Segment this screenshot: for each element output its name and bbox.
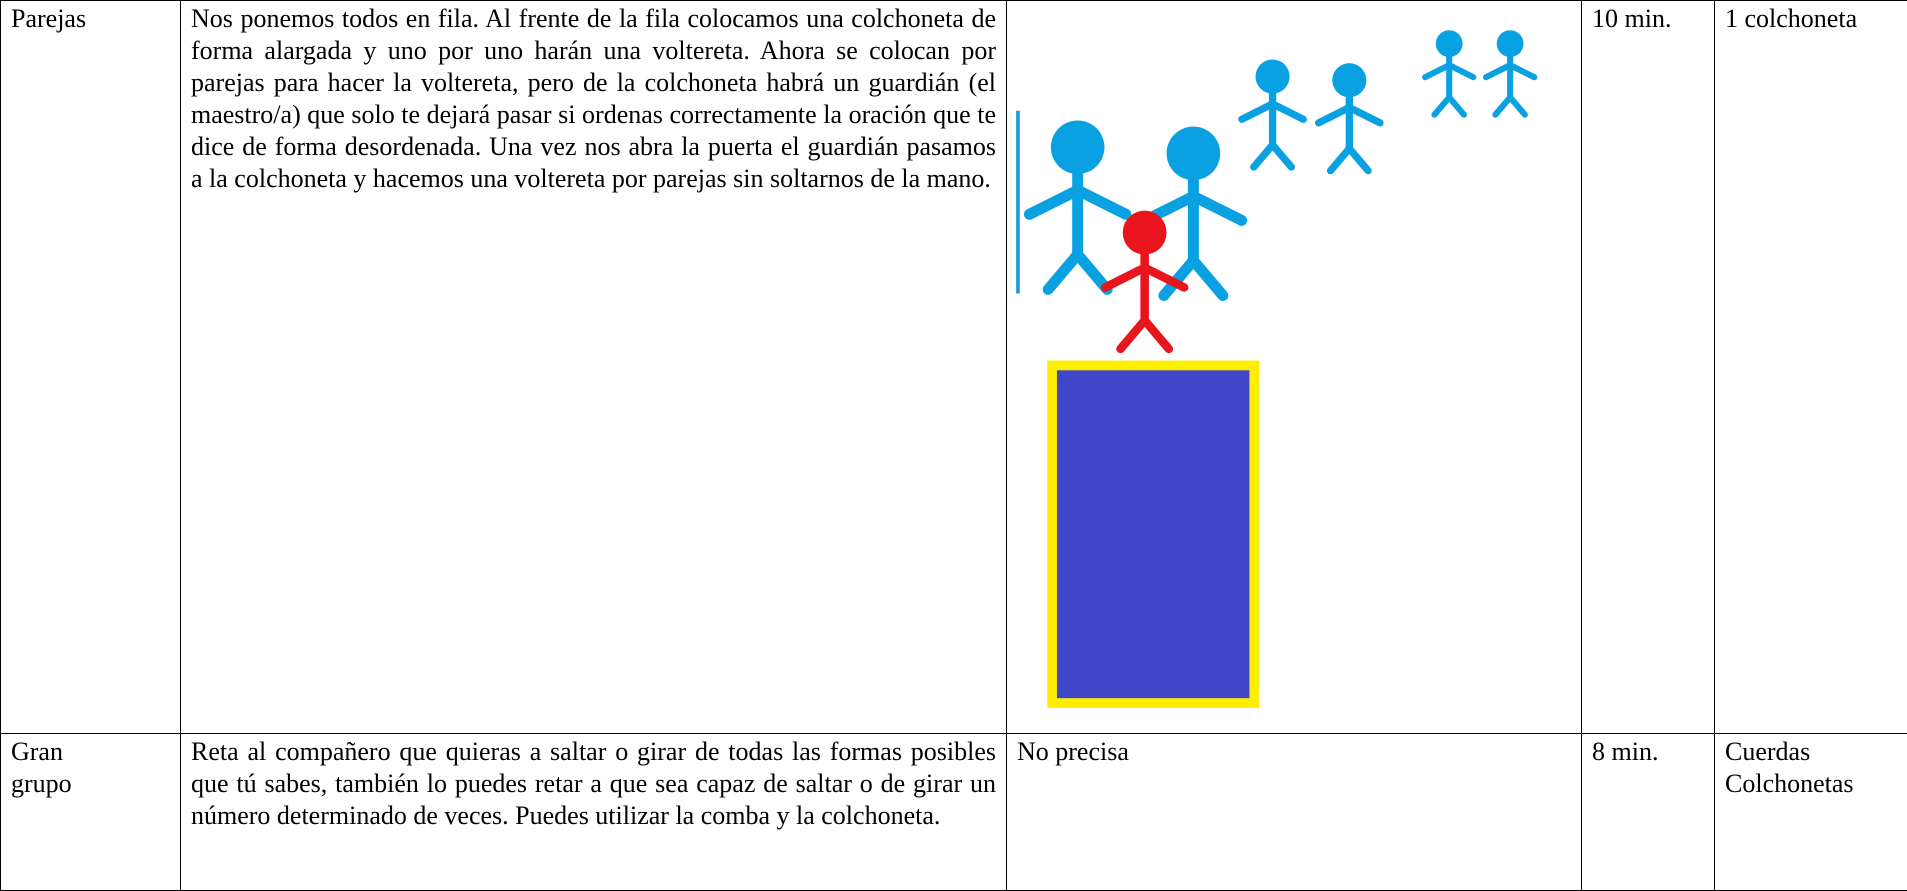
figure-part xyxy=(1496,30,1524,58)
cell: 1 colchoneta xyxy=(1714,0,1907,734)
figure-part xyxy=(1072,184,1132,220)
figure-part xyxy=(1326,144,1353,175)
figure-part xyxy=(1166,126,1221,181)
cell-line: Gran xyxy=(11,737,63,766)
figure-part xyxy=(1187,255,1229,301)
figure-part xyxy=(1446,94,1468,118)
cell: Reta al compañero que quieras a saltar o… xyxy=(180,733,1007,891)
figure-part xyxy=(1507,62,1538,81)
cell: Gran grupo xyxy=(0,733,181,891)
cell: 8 min. xyxy=(1581,733,1715,891)
figure-part xyxy=(1435,30,1463,58)
cell: No precisa xyxy=(1006,733,1582,891)
cell-line: grupo xyxy=(11,769,72,798)
figure-part xyxy=(1345,103,1384,127)
table-row: Gran grupo Reta al compañero que quieras … xyxy=(0,733,1907,891)
figure-part xyxy=(1158,255,1199,301)
figure-part xyxy=(1482,62,1514,81)
figure-part xyxy=(1446,62,1477,81)
figure-part xyxy=(1072,249,1113,295)
cell: Cuerdas Colchonetas xyxy=(1714,733,1907,891)
figure-part xyxy=(1422,62,1453,81)
cell-line: Colchonetas xyxy=(1725,769,1854,798)
figure-part xyxy=(1140,316,1174,354)
figure-part xyxy=(1255,59,1290,94)
cell: Parejas xyxy=(0,0,181,734)
cell: 10 min. xyxy=(1581,0,1715,734)
figure-part xyxy=(1268,141,1295,171)
figure-part xyxy=(1187,190,1248,226)
figure-part xyxy=(1023,184,1084,220)
figure-part xyxy=(1314,103,1353,127)
figure-part xyxy=(1345,144,1372,175)
figure-part xyxy=(1507,94,1528,118)
cell-line: Cuerdas xyxy=(1725,737,1811,766)
drawing xyxy=(1016,30,1538,708)
figure-part xyxy=(1268,100,1307,123)
figure-part xyxy=(1140,263,1189,292)
figure-part xyxy=(1116,316,1149,354)
cell: Nos ponemos todos en fila. Al frente de … xyxy=(180,0,1007,734)
figure-part xyxy=(1250,141,1277,171)
figure-part xyxy=(1050,120,1105,175)
figure-part xyxy=(1332,63,1367,98)
figure-part xyxy=(1431,94,1453,118)
figure-part xyxy=(1238,100,1277,123)
mat xyxy=(1047,360,1260,708)
table-row: Parejas Nos ponemos todos en fila. Al fr… xyxy=(0,0,1907,734)
figure-part xyxy=(1100,263,1149,292)
cell-line: 1 colchoneta xyxy=(1725,4,1858,33)
figure-part xyxy=(1042,249,1084,295)
figure-part xyxy=(1122,210,1167,255)
figure-part xyxy=(1492,94,1514,118)
cell-drawing xyxy=(1006,0,1582,734)
